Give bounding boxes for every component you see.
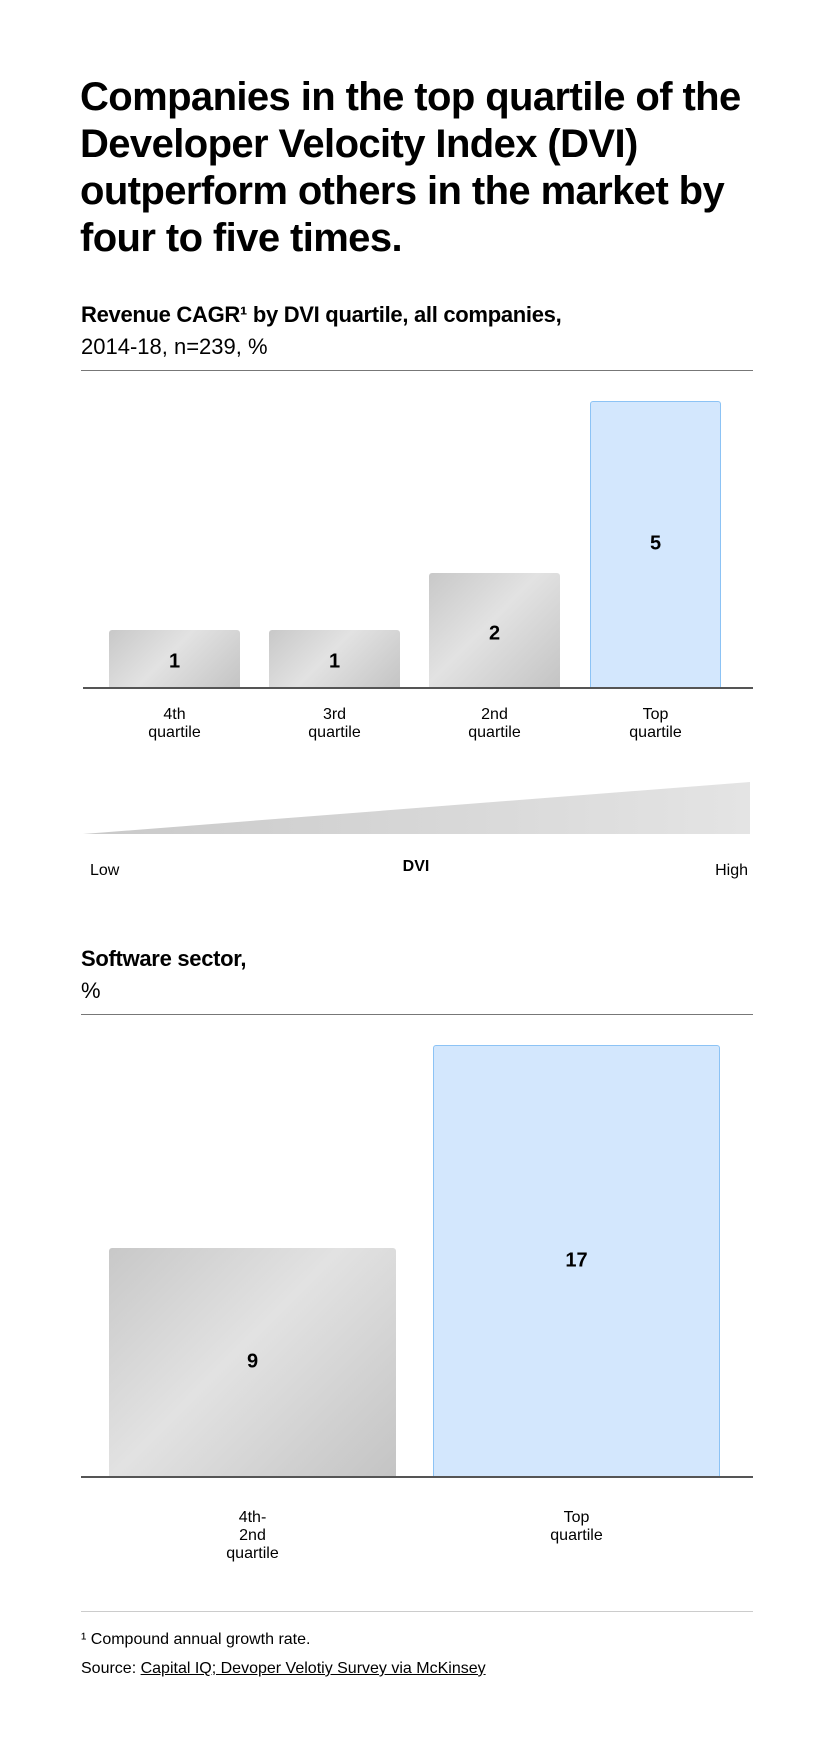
x-axis-baseline <box>83 687 753 689</box>
source-label: Source: <box>81 1660 141 1677</box>
x-axis-baseline <box>81 1476 753 1478</box>
page-title: Companies in the top quartile of the Dev… <box>80 75 741 260</box>
x-tick-label: 3rd quartile <box>308 706 361 741</box>
source: Source: Capital IQ; Devoper Velotiy Surv… <box>81 1660 486 1678</box>
footnote: ¹ Compound annual growth rate. <box>81 1631 311 1648</box>
dvi-low-label: Low <box>90 862 120 879</box>
x-tick-label: 4th-2nd quartile <box>226 1509 279 1562</box>
x-tick-label: Top quartile <box>550 1509 603 1544</box>
bar-4th-quartile <box>109 629 240 687</box>
x-tick-label: 4th quartile <box>148 706 201 741</box>
dvi-high-label: High <box>715 862 748 879</box>
x-tick-label: 2nd quartile <box>468 706 521 741</box>
bar-3rd-quartile <box>269 629 400 687</box>
bar-4th-2nd-quartile <box>109 1247 396 1476</box>
bar-value-label: 17 <box>565 1249 588 1271</box>
chart2-subtitle: % <box>81 978 101 1003</box>
dvi-wedge <box>83 782 750 834</box>
bar-value-label: 9 <box>246 1350 259 1373</box>
bar-top-quartile <box>590 401 721 687</box>
footer-divider <box>81 1611 753 1612</box>
chart2-divider <box>81 1014 753 1015</box>
chart1-subtitle: 2014-18, n=239, % <box>81 334 268 359</box>
source-link[interactable]: Capital IQ; Devoper Velotiy Survey via M… <box>140 1660 486 1677</box>
dvi-label: DVI <box>402 858 430 875</box>
bar-2nd-quartile <box>429 572 560 687</box>
bar-value-label: 1 <box>168 650 181 673</box>
bar-value-label: 5 <box>649 532 662 555</box>
chart1-divider <box>81 370 753 371</box>
chart2-title: Software sector, <box>81 946 247 971</box>
bar-value-label: 2 <box>488 622 501 645</box>
bar-top-quartile <box>433 1045 720 1476</box>
bar-value-label: 1 <box>328 650 341 673</box>
chart1-title: Revenue CAGR¹ by DVI quartile, all compa… <box>81 302 562 327</box>
x-tick-label: Top quartile <box>629 706 682 741</box>
